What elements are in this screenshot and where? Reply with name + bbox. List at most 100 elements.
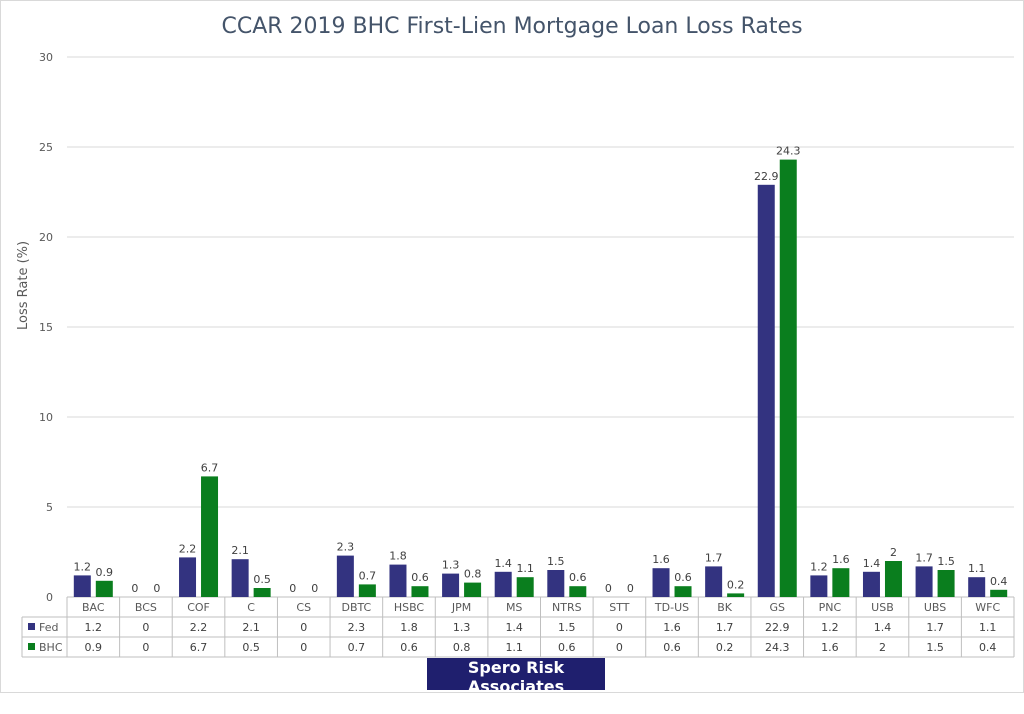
x-tick-label: WFC	[975, 601, 1000, 614]
bar-fed	[231, 559, 249, 597]
bar-bhc	[832, 568, 850, 597]
bar-bhc	[95, 580, 113, 597]
x-tick-label: GS	[769, 601, 785, 614]
table-value: 0	[142, 621, 149, 634]
data-label: 2.1	[231, 544, 249, 557]
y-tick-label: 15	[39, 321, 53, 334]
data-label: 6.7	[201, 461, 219, 474]
legend-key-fed	[28, 623, 35, 630]
table-value: 0.5	[242, 641, 260, 654]
bar-fed	[389, 564, 407, 597]
table-value: 24.3	[765, 641, 790, 654]
x-tick-label: STT	[609, 601, 630, 614]
y-tick-label: 20	[39, 231, 53, 244]
data-label: 1.6	[832, 553, 850, 566]
data-label: 0.4	[990, 575, 1008, 588]
table-value: 2.2	[190, 621, 208, 634]
bar-fed	[915, 566, 933, 597]
table-value: 0.6	[663, 641, 681, 654]
table-value: 0.6	[400, 641, 418, 654]
table-value: 0	[300, 641, 307, 654]
x-tick-label: CS	[296, 601, 311, 614]
y-tick-label: 0	[46, 591, 53, 604]
y-tick-label: 5	[46, 501, 53, 514]
data-label: 0	[627, 582, 634, 595]
table-value: 0	[616, 641, 623, 654]
bar-bhc	[884, 561, 902, 597]
bar-fed	[705, 566, 723, 597]
logo-tagline: Leaders in Risk Management, Modeling & S…	[437, 696, 595, 713]
bar-bhc	[990, 589, 1008, 597]
data-label: 22.9	[754, 170, 779, 183]
data-label: 1.3	[442, 559, 460, 572]
table-value: 1.7	[716, 621, 734, 634]
x-tick-label: UBS	[924, 601, 946, 614]
table-value: 1.7	[926, 621, 944, 634]
table-value: 2.1	[242, 621, 260, 634]
table-value: 1.3	[453, 621, 471, 634]
x-tick-label: NTRS	[552, 601, 582, 614]
data-label: 1.1	[968, 562, 986, 575]
bar-fed	[810, 575, 828, 597]
x-tick-label: HSBC	[394, 601, 425, 614]
bar-fed	[968, 577, 986, 597]
bar-fed	[73, 575, 91, 597]
table-value: 0.9	[85, 641, 103, 654]
data-label: 1.7	[705, 551, 723, 564]
bar-fed	[652, 568, 670, 597]
table-value: 0.4	[979, 641, 997, 654]
table-value: 1.8	[400, 621, 418, 634]
data-label: 2.3	[337, 541, 355, 554]
table-value: 2.3	[348, 621, 366, 634]
table-value: 1.5	[926, 641, 944, 654]
bar-bhc	[937, 570, 955, 597]
table-value: 0.8	[453, 641, 471, 654]
table-value: 1.4	[505, 621, 523, 634]
table-value: 0	[300, 621, 307, 634]
data-label: 1.7	[915, 551, 933, 564]
x-tick-label: BCS	[135, 601, 157, 614]
x-tick-label: TD-US	[654, 601, 689, 614]
data-label: 1.5	[937, 555, 955, 568]
y-tick-label: 30	[39, 51, 53, 64]
table-value: 0	[142, 641, 149, 654]
bar-fed	[442, 573, 460, 597]
table-value: 1.1	[505, 641, 523, 654]
logo-name: Spero Risk Associates	[467, 658, 565, 696]
data-label: 0	[153, 582, 160, 595]
bar-bhc	[464, 582, 482, 597]
x-tick-label: JPM	[451, 601, 471, 614]
data-label: 0.9	[96, 566, 114, 579]
bar-fed	[862, 571, 880, 597]
table-value: 22.9	[765, 621, 790, 634]
table-value: 0	[616, 621, 623, 634]
table-value: 2	[879, 641, 886, 654]
table-value: 0.2	[716, 641, 734, 654]
table-value: 6.7	[190, 641, 208, 654]
bar-fed	[179, 557, 197, 597]
chart-title: CCAR 2019 BHC First-Lien Mortgage Loan L…	[221, 14, 803, 39]
bar-bhc	[358, 584, 376, 597]
data-label: 0.6	[674, 571, 692, 584]
x-tick-label: MS	[506, 601, 522, 614]
data-label: 0.2	[727, 578, 745, 591]
data-label: 1.2	[810, 560, 828, 573]
bar-bhc	[779, 159, 797, 597]
data-label: 0	[289, 582, 296, 595]
bar-bhc	[411, 586, 429, 597]
table-value: 1.2	[821, 621, 839, 634]
data-label: 2	[890, 546, 897, 559]
bar-fed	[494, 571, 512, 597]
data-label: 0	[311, 582, 318, 595]
data-label: 1.4	[494, 557, 512, 570]
bar-fed	[547, 570, 565, 597]
x-tick-label: BAC	[82, 601, 105, 614]
data-label: 0	[605, 582, 612, 595]
table-value: 1.1	[979, 621, 997, 634]
data-label: 0.7	[359, 569, 377, 582]
data-label: 0.6	[411, 571, 429, 584]
table-value: 1.4	[874, 621, 892, 634]
legend-label-fed: Fed	[39, 621, 58, 634]
y-tick-label: 10	[39, 411, 53, 424]
bar-bhc	[569, 586, 587, 597]
